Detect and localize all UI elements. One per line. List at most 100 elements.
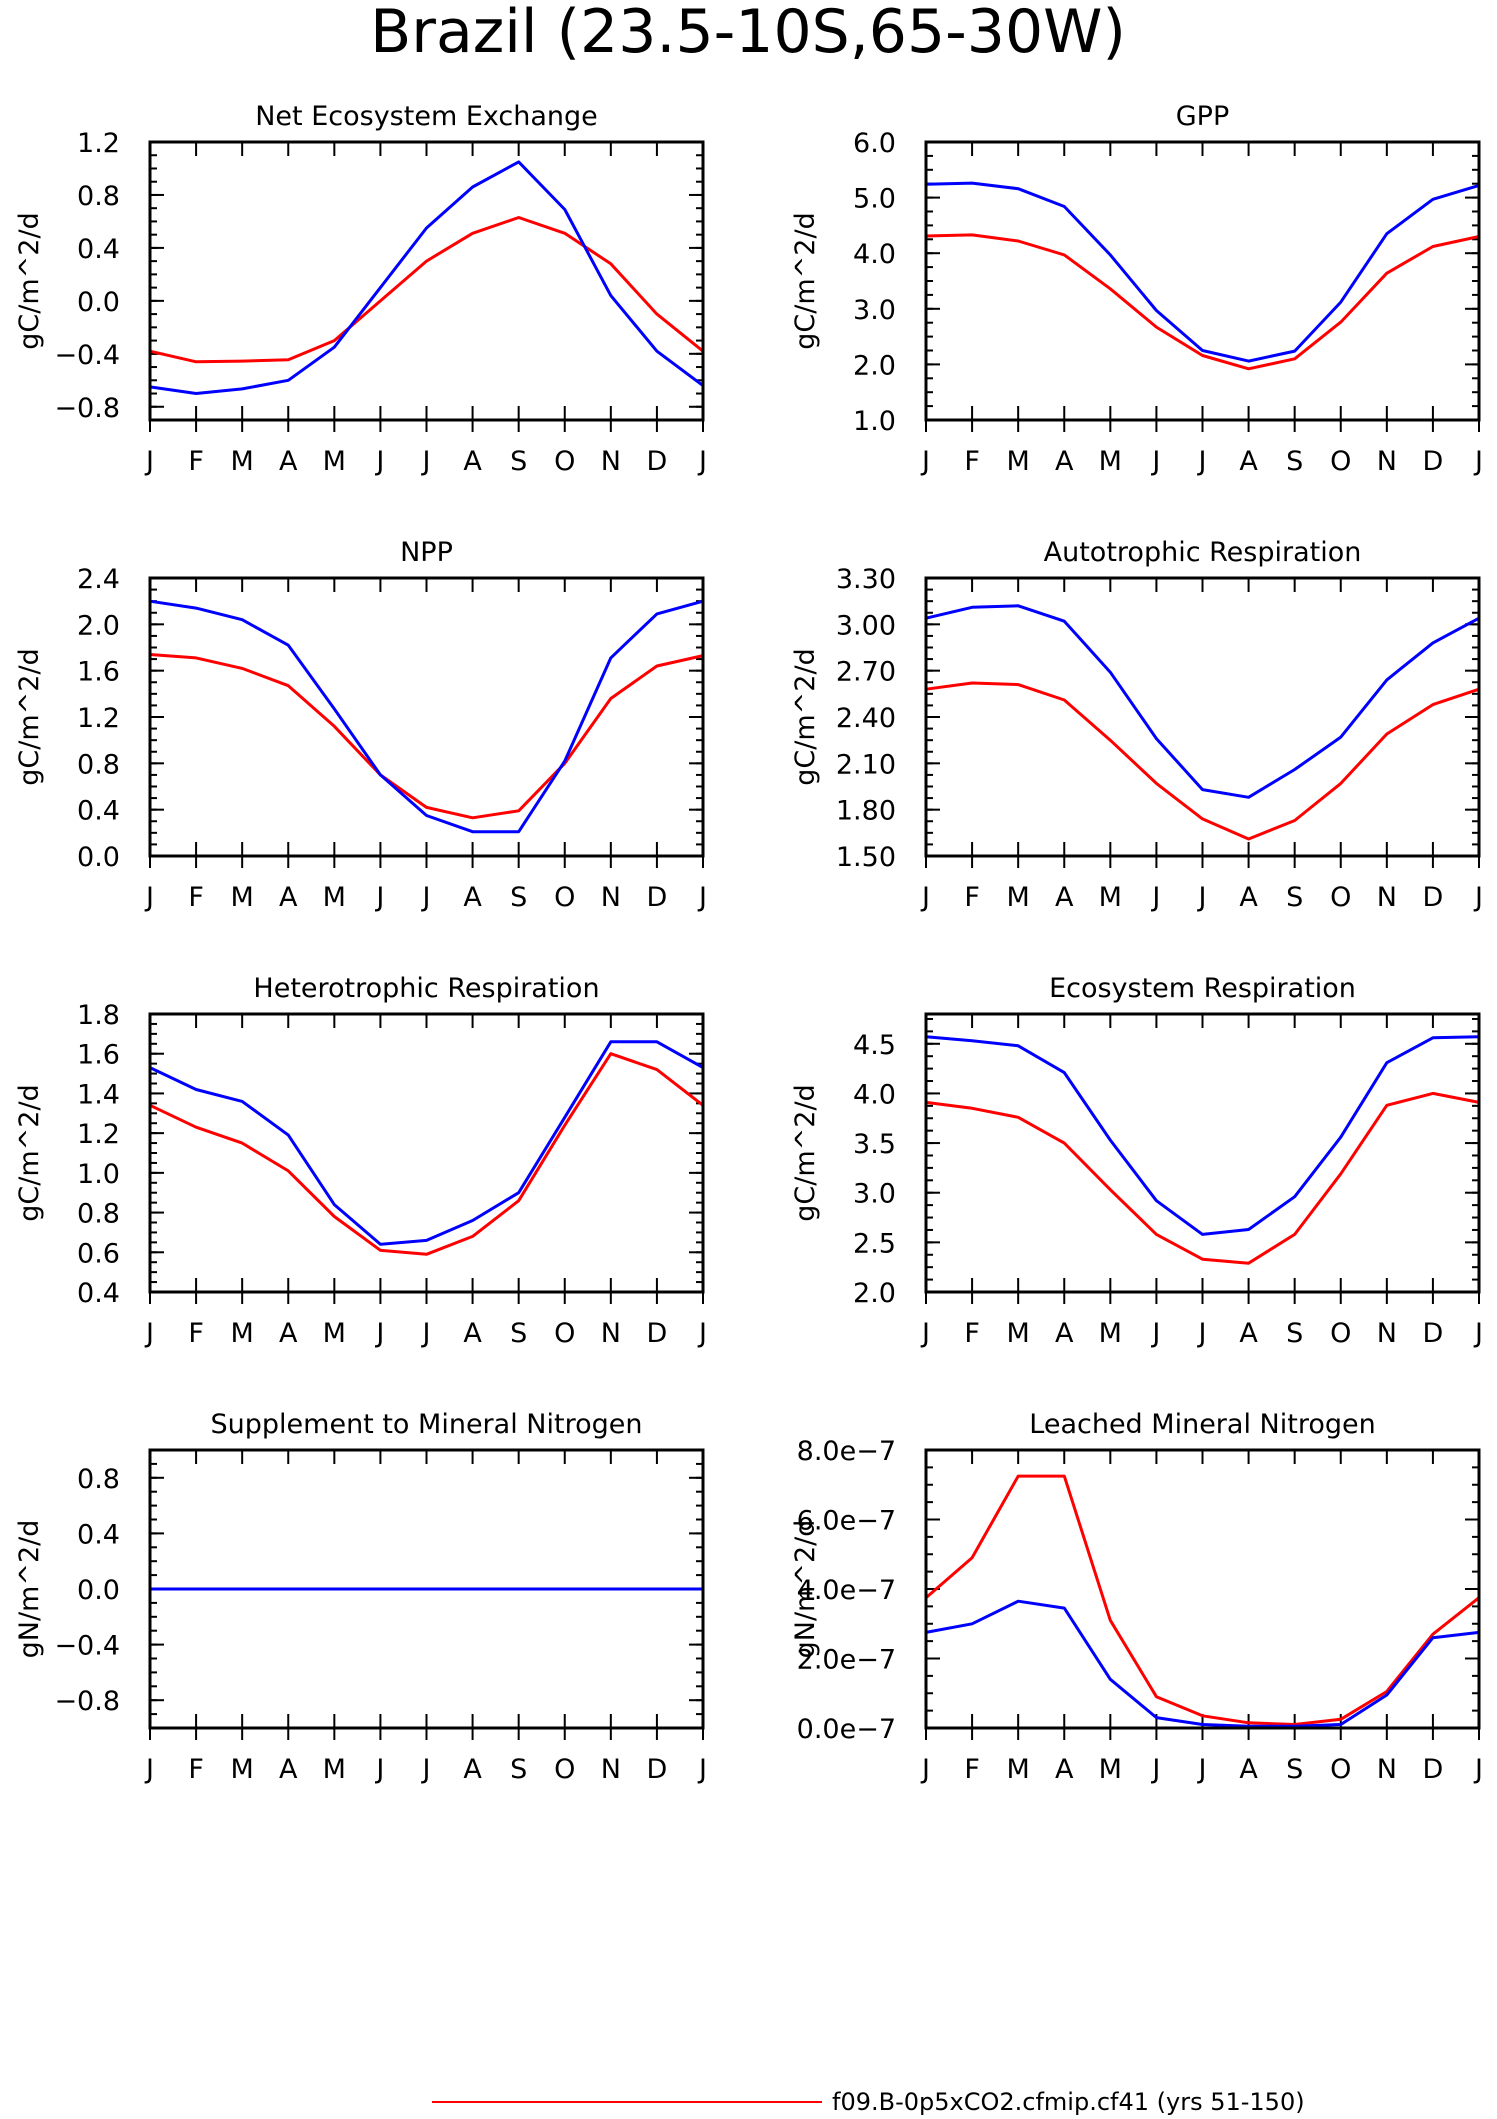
- x-tick-label: F: [188, 446, 204, 477]
- x-tick-label: S: [1286, 882, 1303, 913]
- y-tick-label: 1.6: [77, 657, 120, 688]
- series-line-1: [149, 1040, 704, 1246]
- x-tick-label: M: [1099, 446, 1122, 477]
- x-tick-label: J: [374, 446, 384, 477]
- panel-title: Supplement to Mineral Nitrogen: [211, 1409, 643, 1440]
- x-tick-label: A: [1055, 882, 1074, 913]
- y-axis-label: gC/m^2/d: [14, 648, 45, 785]
- series-line-1: [925, 181, 1480, 363]
- x-tick-label: N: [601, 1318, 621, 1349]
- y-tick-label: −0.8: [54, 1686, 120, 1717]
- y-tick-label: 0.4: [77, 1519, 120, 1550]
- y-tick-label: 0.4: [77, 1278, 120, 1309]
- x-tick-label: D: [1423, 882, 1444, 913]
- x-tick-label: M: [1007, 446, 1030, 477]
- x-tick-label: N: [601, 446, 621, 477]
- x-tick-label: A: [279, 882, 298, 913]
- panel-0: Net Ecosystem Exchange gC/m^2/d −0.8 −0.4 0.…: [14, 101, 707, 477]
- x-tick-label: D: [647, 446, 668, 477]
- x-tick-label: J: [697, 882, 707, 913]
- x-tick-label: D: [647, 1754, 668, 1785]
- series-line-1: [925, 1599, 1480, 1728]
- y-tick-label: 2.40: [836, 703, 896, 734]
- plot-frame: [924, 1448, 1481, 1730]
- x-tick-label: M: [1099, 882, 1122, 913]
- y-tick-label: 2.0: [853, 350, 896, 381]
- x-tick-label: F: [964, 882, 980, 913]
- plot-frame: [924, 576, 1481, 858]
- x-tick-label: J: [421, 882, 431, 913]
- y-tick-label: 6.0e−7: [797, 1506, 896, 1537]
- x-tick-label: A: [1239, 1318, 1258, 1349]
- x-tick-label: A: [1055, 1318, 1074, 1349]
- series-line-0: [149, 653, 704, 820]
- x-tick-label: J: [1197, 882, 1207, 913]
- x-tick-label: F: [964, 1754, 980, 1785]
- x-tick-label: S: [510, 446, 527, 477]
- x-tick-label: O: [554, 882, 575, 913]
- y-tick-label: 3.0: [853, 1179, 896, 1210]
- x-tick-label: M: [231, 882, 254, 913]
- x-tick-label: F: [964, 1318, 980, 1349]
- x-tick-label: J: [144, 1754, 154, 1785]
- x-tick-label: J: [920, 1318, 930, 1349]
- y-tick-label: 8.0e−7: [797, 1436, 896, 1467]
- y-tick-label: 4.5: [853, 1030, 896, 1061]
- y-tick-label: 3.0: [853, 295, 896, 326]
- x-tick-label: A: [279, 1318, 298, 1349]
- x-tick-label: J: [421, 1754, 431, 1785]
- x-tick-label: A: [1055, 446, 1074, 477]
- plot-frame: [924, 1012, 1481, 1294]
- panel-title: Heterotrophic Respiration: [253, 973, 599, 1004]
- x-tick-label: A: [463, 446, 482, 477]
- x-tick-label: J: [697, 446, 707, 477]
- x-tick-label: O: [1330, 1318, 1351, 1349]
- panel-6: Supplement to Mineral Nitrogen gN/m^2/d −0…: [14, 1409, 707, 1785]
- x-tick-label: O: [554, 1318, 575, 1349]
- panel-title: GPP: [1176, 101, 1230, 132]
- x-tick-label: J: [1150, 882, 1160, 913]
- y-tick-label: 2.5: [853, 1228, 896, 1259]
- x-tick-label: N: [601, 1754, 621, 1785]
- x-tick-label: M: [1007, 1754, 1030, 1785]
- y-tick-label: 1.8: [77, 1000, 120, 1031]
- x-tick-label: D: [1423, 1754, 1444, 1785]
- x-tick-label: N: [601, 882, 621, 913]
- x-tick-label: M: [323, 1754, 346, 1785]
- x-tick-label: A: [1239, 882, 1258, 913]
- y-tick-label: 0.4: [77, 796, 120, 827]
- x-tick-label: J: [421, 1318, 431, 1349]
- x-tick-label: M: [231, 1754, 254, 1785]
- panel-5: Ecosystem Respiration gC/m^2/d 2.0 2.5 3.0 3.…: [790, 973, 1483, 1349]
- x-tick-label: S: [510, 882, 527, 913]
- y-tick-label: 1.50: [836, 842, 896, 873]
- y-tick-label: −0.8: [54, 393, 120, 424]
- x-tick-label: A: [1239, 1754, 1258, 1785]
- y-tick-label: 4.0e−7: [797, 1575, 896, 1606]
- x-tick-label: O: [554, 1754, 575, 1785]
- x-tick-label: M: [1099, 1754, 1122, 1785]
- x-tick-label: S: [510, 1754, 527, 1785]
- y-tick-label: 2.70: [836, 657, 896, 688]
- x-tick-label: S: [1286, 1754, 1303, 1785]
- x-tick-label: O: [1330, 446, 1351, 477]
- y-tick-label: 2.4: [77, 564, 120, 595]
- y-axis-label: gC/m^2/d: [790, 1084, 821, 1221]
- y-tick-label: 3.00: [836, 610, 896, 641]
- series-line-0: [925, 233, 1480, 371]
- y-tick-label: 4.0: [853, 239, 896, 270]
- panel-3: Autotrophic Respiration gC/m^2/d 1.50 1.80 2…: [790, 537, 1483, 913]
- x-tick-label: M: [323, 446, 346, 477]
- x-tick-label: N: [1377, 446, 1397, 477]
- y-tick-label: 4.0: [853, 1079, 896, 1110]
- y-axis-label: gN/m^2/d: [14, 1520, 45, 1659]
- panel-title: Net Ecosystem Exchange: [255, 101, 598, 132]
- y-tick-label: −0.4: [54, 1631, 120, 1662]
- y-tick-label: 0.0: [77, 287, 120, 318]
- x-tick-label: D: [647, 882, 668, 913]
- plot-frame: [148, 1012, 705, 1294]
- x-tick-label: A: [1239, 446, 1258, 477]
- y-tick-label: 0.6: [77, 1238, 120, 1269]
- x-tick-label: J: [1150, 1754, 1160, 1785]
